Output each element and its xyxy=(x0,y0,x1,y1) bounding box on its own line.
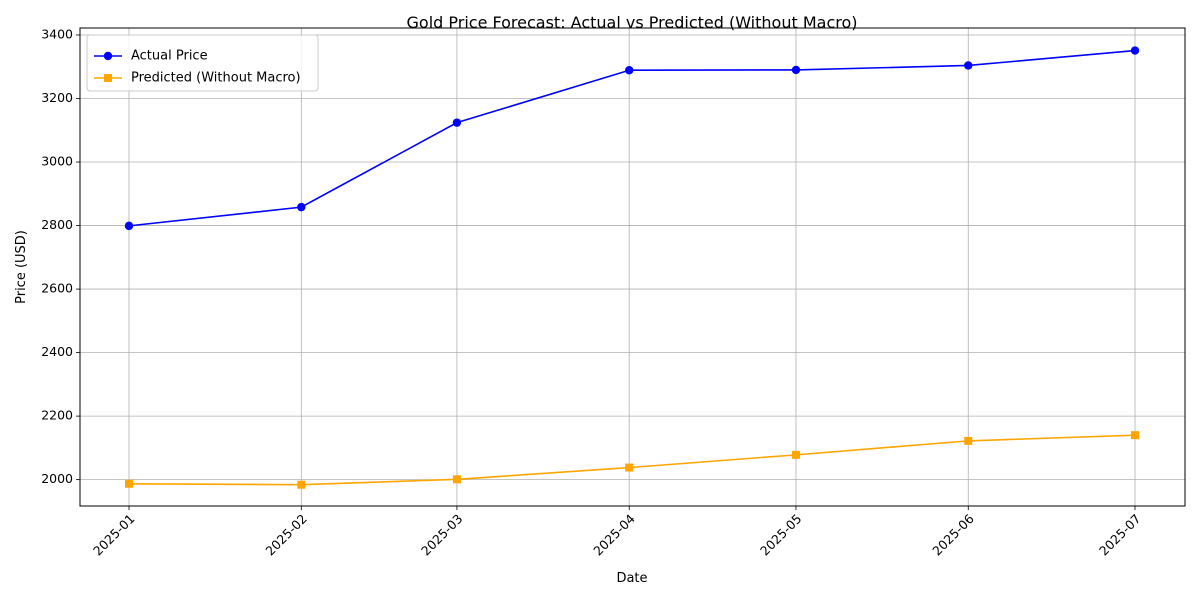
y-tick-label: 3400 xyxy=(41,26,73,41)
legend-label: Predicted (Without Macro) xyxy=(131,71,301,86)
x-tick-label: 2025-06 xyxy=(929,511,977,559)
legend-box xyxy=(86,34,319,92)
series-actual-price xyxy=(124,46,1140,231)
legend-label: Actual Price xyxy=(131,49,208,64)
plot-frame xyxy=(79,27,1186,507)
series-layer xyxy=(124,46,1140,489)
legend: Actual Price Predicted (Without Macro) xyxy=(86,34,319,92)
data-point xyxy=(452,118,462,127)
y-axis-label: Price (USD) xyxy=(14,230,29,304)
data-point xyxy=(452,475,461,484)
data-point xyxy=(964,436,973,445)
x-tick-label: 2025-03 xyxy=(418,511,466,559)
legend-item: Predicted (Without Macro) xyxy=(94,71,301,86)
y-tick-label: 3200 xyxy=(41,90,73,105)
grid-lines xyxy=(80,28,1185,506)
legend-marker xyxy=(103,51,113,61)
y-axis-ticks: 2000 2200 2400 2600 2800 3000 3200 3400 xyxy=(41,26,80,486)
data-point xyxy=(124,221,134,231)
y-tick-label: 2000 xyxy=(41,471,73,486)
chart-title: Gold Price Forecast: Actual vs Predicted… xyxy=(407,13,858,32)
y-tick-label: 2200 xyxy=(41,408,73,423)
x-tick-label: 2025-04 xyxy=(590,511,638,559)
legend-marker xyxy=(104,74,112,82)
data-point xyxy=(791,65,801,75)
data-point xyxy=(297,202,306,212)
legend-item: Actual Price xyxy=(94,49,208,64)
series-line xyxy=(128,434,1136,486)
data-point xyxy=(1130,46,1140,55)
x-tick-label: 2025-01 xyxy=(90,511,138,559)
y-tick-label: 2400 xyxy=(41,344,73,359)
data-point xyxy=(125,479,133,488)
x-tick-label: 2025-02 xyxy=(262,511,310,559)
y-tick-label: 2600 xyxy=(41,281,73,296)
y-tick-label: 3000 xyxy=(41,154,73,169)
y-tick-label: 2800 xyxy=(41,217,73,232)
x-axis-label: Date xyxy=(616,571,647,586)
x-tick-label: 2025-05 xyxy=(757,511,805,559)
data-point xyxy=(791,450,800,459)
data-point xyxy=(625,66,634,75)
data-point xyxy=(625,463,634,472)
x-tick-label: 2025-07 xyxy=(1096,511,1144,559)
x-axis-ticks: 2025-01 2025-02 2025-03 2025-04 2025-05 2025-… xyxy=(90,506,1144,559)
data-point xyxy=(964,61,973,70)
data-point xyxy=(1131,431,1139,440)
data-point xyxy=(297,480,306,489)
series-predicted-without-macro xyxy=(125,431,1139,489)
